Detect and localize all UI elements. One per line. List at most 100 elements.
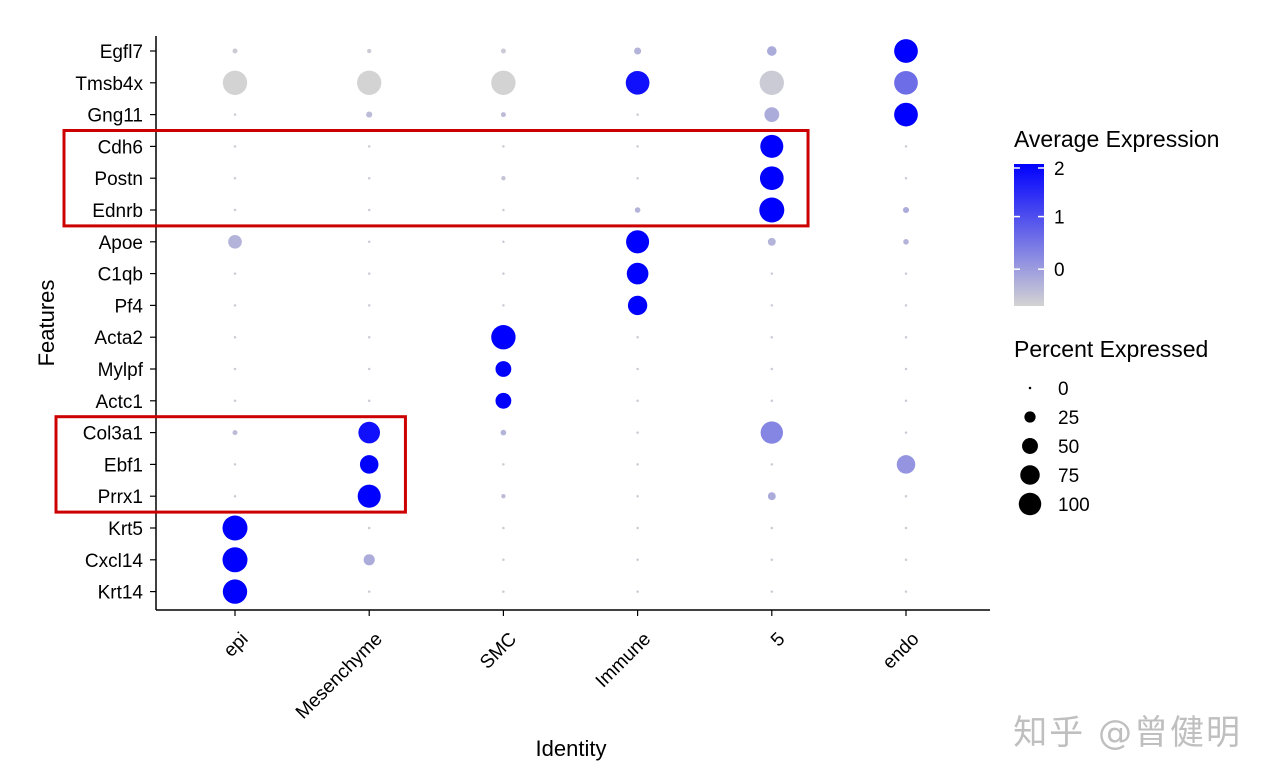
dot-krt14-epi: [222, 579, 248, 604]
size-key-label: 0: [1058, 379, 1069, 400]
dot-gng11-mesenchyme: [366, 111, 373, 118]
y-tick-label-actc1: Actc1: [95, 392, 143, 413]
x-tick-labels: epi Mesenchyme SMC Immune 5 endo: [220, 610, 924, 723]
dot-ebf1-epi: [233, 463, 237, 466]
x-tick-label-5: 5: [767, 629, 789, 651]
dot-apoe-smc: [502, 240, 505, 244]
dot-pf4-immune: [627, 295, 648, 316]
dot-cxcl14-smc: [502, 558, 505, 562]
dot-krt5-immune: [636, 526, 639, 530]
dot-acta2-smc: [491, 325, 516, 350]
size-legend: Percent Expressed 0 25 50 75 100: [1014, 336, 1208, 516]
y-tick-label-gng11: Gng11: [87, 106, 143, 127]
size-key-dot-25: [1024, 411, 1036, 423]
dot-krt5-mesenchyme: [367, 526, 371, 530]
dot-tmsb4x-endo: [894, 70, 918, 95]
dot-krt14-mesenchyme: [367, 590, 371, 593]
y-tick-label-cdh6: Cdh6: [98, 137, 143, 158]
y-tick-label-mylpf: Mylpf: [98, 360, 144, 381]
x-tick-label-smc: SMC: [476, 629, 521, 674]
dot-gng11-epi: [233, 113, 237, 116]
dot-tmsb4x-smc: [491, 70, 516, 95]
dot-krt14-5: [770, 590, 774, 593]
dot-col3a1-5: [760, 421, 783, 444]
y-tick-label-col3a1: Col3a1: [83, 424, 143, 445]
dot-postn-epi: [233, 176, 237, 180]
axes: [155, 36, 990, 611]
dot-egfl7-5: [766, 46, 777, 56]
dot-mylpf-mesenchyme: [367, 367, 371, 371]
dot-tmsb4x-epi: [222, 70, 248, 95]
y-tick-label-ebf1: Ebf1: [104, 455, 143, 476]
y-tick-label-tmsb4x: Tmsb4x: [75, 74, 143, 95]
dot-tmsb4x-5: [759, 70, 784, 95]
dot-postn-immune: [636, 176, 639, 180]
color-bar: [1014, 164, 1044, 306]
dot-krt14-smc: [502, 590, 505, 593]
dot-apoe-5: [767, 237, 776, 246]
dot-col3a1-mesenchyme: [358, 421, 381, 444]
dot-apoe-immune: [626, 230, 650, 254]
dot-cxcl14-epi: [222, 547, 248, 573]
dot-cdh6-endo: [904, 145, 908, 148]
plot-area: [222, 39, 918, 604]
dot-prrx1-5: [767, 492, 776, 501]
dot-c1qb-5: [770, 272, 774, 275]
size-key-dot-50: [1022, 438, 1038, 454]
dot-mylpf-immune: [636, 367, 639, 371]
dot-prrx1-immune: [636, 494, 639, 498]
size-key-dot-0: [1028, 386, 1032, 390]
dot-krt14-endo: [904, 590, 908, 593]
dot-egfl7-mesenchyme: [367, 48, 372, 54]
dot-col3a1-immune: [636, 431, 639, 434]
dot-ednrb-5: [759, 197, 785, 223]
dot-acta2-immune: [636, 335, 639, 339]
dot-acta2-mesenchyme: [367, 335, 371, 339]
dot-pf4-epi: [233, 304, 237, 307]
dot-cxcl14-endo: [904, 558, 908, 562]
dot-tmsb4x-immune: [625, 70, 650, 95]
size-key-label: 75: [1058, 466, 1079, 487]
dot-postn-mesenchyme: [367, 176, 371, 180]
dot-cdh6-smc: [502, 145, 505, 148]
y-tick-label-krt5: Krt5: [108, 519, 143, 540]
dot-pf4-smc: [502, 304, 505, 307]
x-axis-title: Identity: [536, 736, 607, 761]
y-tick-label-prrx1: Prrx1: [98, 487, 143, 508]
color-tick-label: 1: [1054, 208, 1065, 229]
dot-egfl7-epi: [232, 48, 238, 54]
dot-c1qb-mesenchyme: [367, 272, 371, 275]
y-tick-label-ednrb: Ednrb: [92, 201, 143, 222]
dot-ednrb-immune: [634, 207, 641, 213]
dot-pf4-endo: [904, 304, 908, 307]
dot-prrx1-smc: [501, 494, 506, 499]
dot-ednrb-endo: [902, 206, 910, 214]
dot-krt5-smc: [502, 526, 505, 530]
color-tick-label: 0: [1054, 260, 1065, 281]
dot-gng11-smc: [500, 112, 506, 118]
dot-c1qb-endo: [904, 272, 908, 275]
dot-mylpf-5: [770, 367, 774, 371]
dot-actc1-endo: [904, 399, 908, 403]
dot-ebf1-immune: [636, 463, 639, 466]
dot-krt14-immune: [636, 590, 639, 593]
size-key-label: 25: [1058, 408, 1079, 429]
dot-prrx1-endo: [904, 494, 908, 498]
dot-actc1-smc: [495, 392, 512, 409]
y-tick-label-postn: Postn: [94, 169, 143, 190]
y-tick-labels: Egfl7 Tmsb4x Gng11 Cdh6 Postn Ednrb Apoe C1qb Pf…: [75, 42, 156, 604]
dot-col3a1-smc: [500, 429, 507, 436]
dot-krt5-epi: [222, 515, 248, 541]
dot-cdh6-epi: [233, 145, 237, 148]
dot-krt5-endo: [904, 526, 908, 530]
dot-pf4-5: [770, 304, 774, 307]
size-key-dot-75: [1020, 465, 1040, 485]
dot-acta2-5: [770, 335, 774, 339]
watermark: 知乎 @曾健明: [1013, 713, 1242, 753]
y-axis-title: Features: [34, 280, 59, 367]
dot-apoe-endo: [903, 239, 909, 245]
highlight-boxes: [54, 129, 810, 514]
dot-gng11-immune: [636, 113, 639, 116]
x-tick-label-mesenchyme: Mesenchyme: [292, 629, 387, 724]
size-key-label: 100: [1058, 495, 1090, 516]
